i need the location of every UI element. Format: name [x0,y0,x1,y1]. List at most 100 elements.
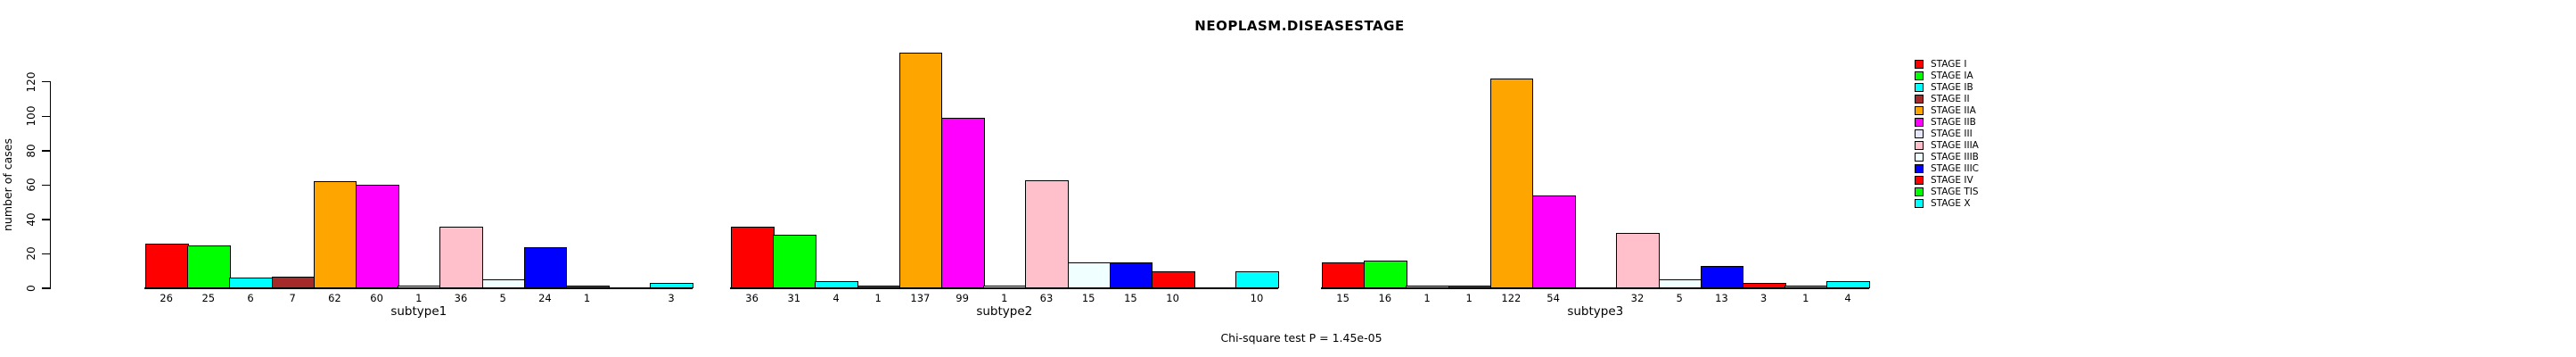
bar-value-label: 3 [1760,292,1768,304]
legend-label: STAGE X [1931,198,1971,210]
y-tick-label: 120 [25,71,37,93]
chi-square-annotation: Chi-square test P = 1.45e-05 [1220,331,1382,345]
y-tick [42,150,51,152]
bar [1532,195,1576,288]
bar [815,281,859,288]
y-tick [42,219,51,220]
group-label: subtype1 [390,304,447,319]
chart-title: NEOPLASM.DISEASESTAGE [1194,18,1405,34]
bar-value-label: 25 [201,292,216,304]
bar [229,278,274,288]
group-baseline [144,287,693,289]
bar [857,285,901,288]
legend-swatch [1915,199,1924,209]
bar [356,185,399,288]
bar [398,285,441,288]
group-label: subtype2 [976,304,1033,319]
legend-label: STAGE I [1931,58,1967,70]
bar [898,52,943,288]
legend-swatch [1915,140,1924,150]
bar-value-label: 3 [668,292,675,304]
bar [941,118,985,288]
legend-label: STAGE IB [1931,81,1973,93]
bar-value-label: 15 [1336,292,1350,304]
bar-value-label: 1 [1802,292,1809,304]
group-baseline [730,287,1279,289]
bar [1235,270,1280,288]
bar [1109,262,1153,288]
y-tick [42,287,51,289]
bar-value-label: 32 [1630,292,1645,304]
bar [1743,283,1786,288]
bar [1658,279,1702,288]
bar-value-label: 7 [289,292,296,304]
bar-value-label: 63 [1039,292,1054,304]
y-tick-label: 100 [25,105,37,127]
bar-value-label: 1 [1465,292,1473,304]
legend-label: STAGE IIB [1931,116,1976,128]
legend-label: STAGE II [1931,93,1970,104]
legend-swatch [1915,82,1924,92]
bar [1322,262,1366,288]
legend-swatch [1915,105,1924,115]
bar [1826,281,1871,288]
bar [481,279,526,288]
legend-label: STAGE IA [1931,70,1973,81]
legend-swatch [1915,71,1924,80]
bar [1067,262,1112,288]
legend-label: STAGE IIIB [1931,151,1979,162]
legend-label: STAGE IIA [1931,104,1976,116]
bar [1406,285,1450,288]
bar [187,245,231,288]
bar [271,276,316,288]
bar-value-label: 26 [160,292,173,304]
legend-swatch [1915,94,1924,104]
bar [313,181,357,288]
legend-label: STAGE IIIC [1931,162,1979,174]
y-tick [42,80,51,83]
bar [439,226,484,288]
bar-value-label: 16 [1378,292,1392,304]
y-tick [42,184,51,187]
legend-swatch [1915,59,1924,69]
y-tick-label: 60 [25,178,37,192]
bar-value-label: 24 [538,292,552,304]
bar-value-label: 1 [583,292,591,304]
bar-value-label: 36 [745,292,759,304]
y-tick [42,253,51,255]
bar [1448,285,1492,288]
legend-label: STAGE IIIA [1931,139,1979,151]
bar-value-label: 54 [1546,292,1560,304]
group-baseline [1321,287,1870,289]
bar [1616,233,1661,288]
bar-value-label: 122 [1501,292,1522,304]
legend-swatch [1915,163,1924,173]
bar-value-label: 99 [956,292,969,304]
bar-value-label: 60 [370,292,383,304]
bar [731,226,775,288]
group-label: subtype3 [1567,304,1624,319]
y-tick-label: 80 [25,144,37,158]
bar [1025,179,1070,288]
bar-value-label: 1 [874,292,882,304]
legend-swatch [1915,129,1924,138]
bar-value-label: 10 [1250,292,1264,304]
bar-value-label: 4 [833,292,840,304]
bar [1784,285,1828,288]
bar-value-label: 137 [910,292,931,304]
bar-value-label: 31 [787,292,801,304]
bar [1152,270,1195,288]
bar-value-label: 4 [1844,292,1851,304]
legend-label: STAGE TIS [1931,187,1979,198]
bar [523,246,568,288]
y-tick [42,115,51,117]
bar-value-label: 5 [1676,292,1683,304]
bar-value-label: 1 [415,292,422,304]
bar-value-label: 15 [1081,292,1095,304]
bar-value-label: 5 [499,292,506,304]
legend-label: STAGE III [1931,128,1973,139]
bar-value-label: 13 [1715,292,1728,304]
legend-label: STAGE IV [1931,175,1973,186]
bar [650,283,694,288]
